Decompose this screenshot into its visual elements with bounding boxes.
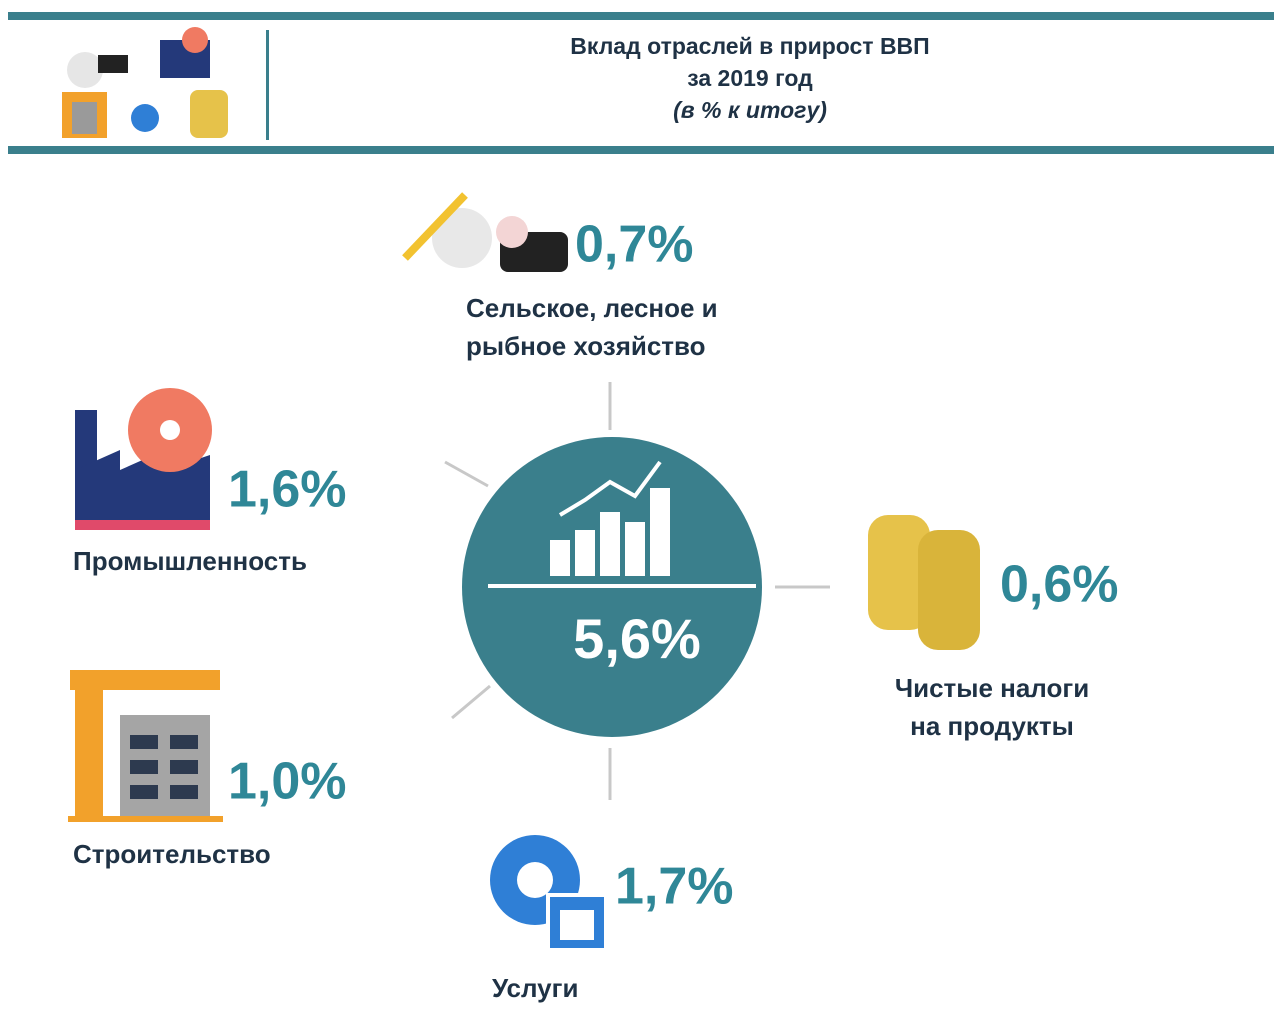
sector-value: 1,7%: [615, 858, 734, 916]
sector-value: 0,7%: [575, 216, 694, 274]
sector-value: 1,6%: [228, 461, 347, 519]
industry-icon: [75, 388, 212, 530]
center-value: 5,6%: [573, 607, 701, 670]
sector-label: Сельское, лесное и: [466, 293, 718, 323]
title: Вклад отраслей в прирост ВВП: [570, 33, 929, 59]
sector-label: Строительство: [73, 839, 271, 869]
infographic: Вклад отраслей в прирост ВВП за 2019 год…: [0, 0, 1274, 1010]
agri-icon: [405, 195, 568, 272]
services-icon: [490, 835, 606, 950]
construction-icon: [68, 670, 223, 822]
sector-label: рыбное хозяйство: [466, 331, 706, 361]
subtitle: за 2019 год: [687, 65, 813, 91]
sector-label: Промышленность: [73, 546, 307, 576]
sector-label: на продукты: [910, 711, 1074, 741]
coins-icon: [868, 515, 980, 650]
sector-value: 0,6%: [1000, 556, 1119, 614]
top-bar: [8, 12, 1274, 20]
sector-label: Услуги: [492, 973, 578, 1003]
header-icons: [62, 27, 228, 138]
sector-value: 1,0%: [228, 753, 347, 811]
note: (в % к итогу): [673, 97, 827, 123]
sector-label: Чистые налоги: [895, 673, 1089, 703]
bottom-bar: [8, 146, 1274, 154]
separator: [266, 30, 269, 140]
